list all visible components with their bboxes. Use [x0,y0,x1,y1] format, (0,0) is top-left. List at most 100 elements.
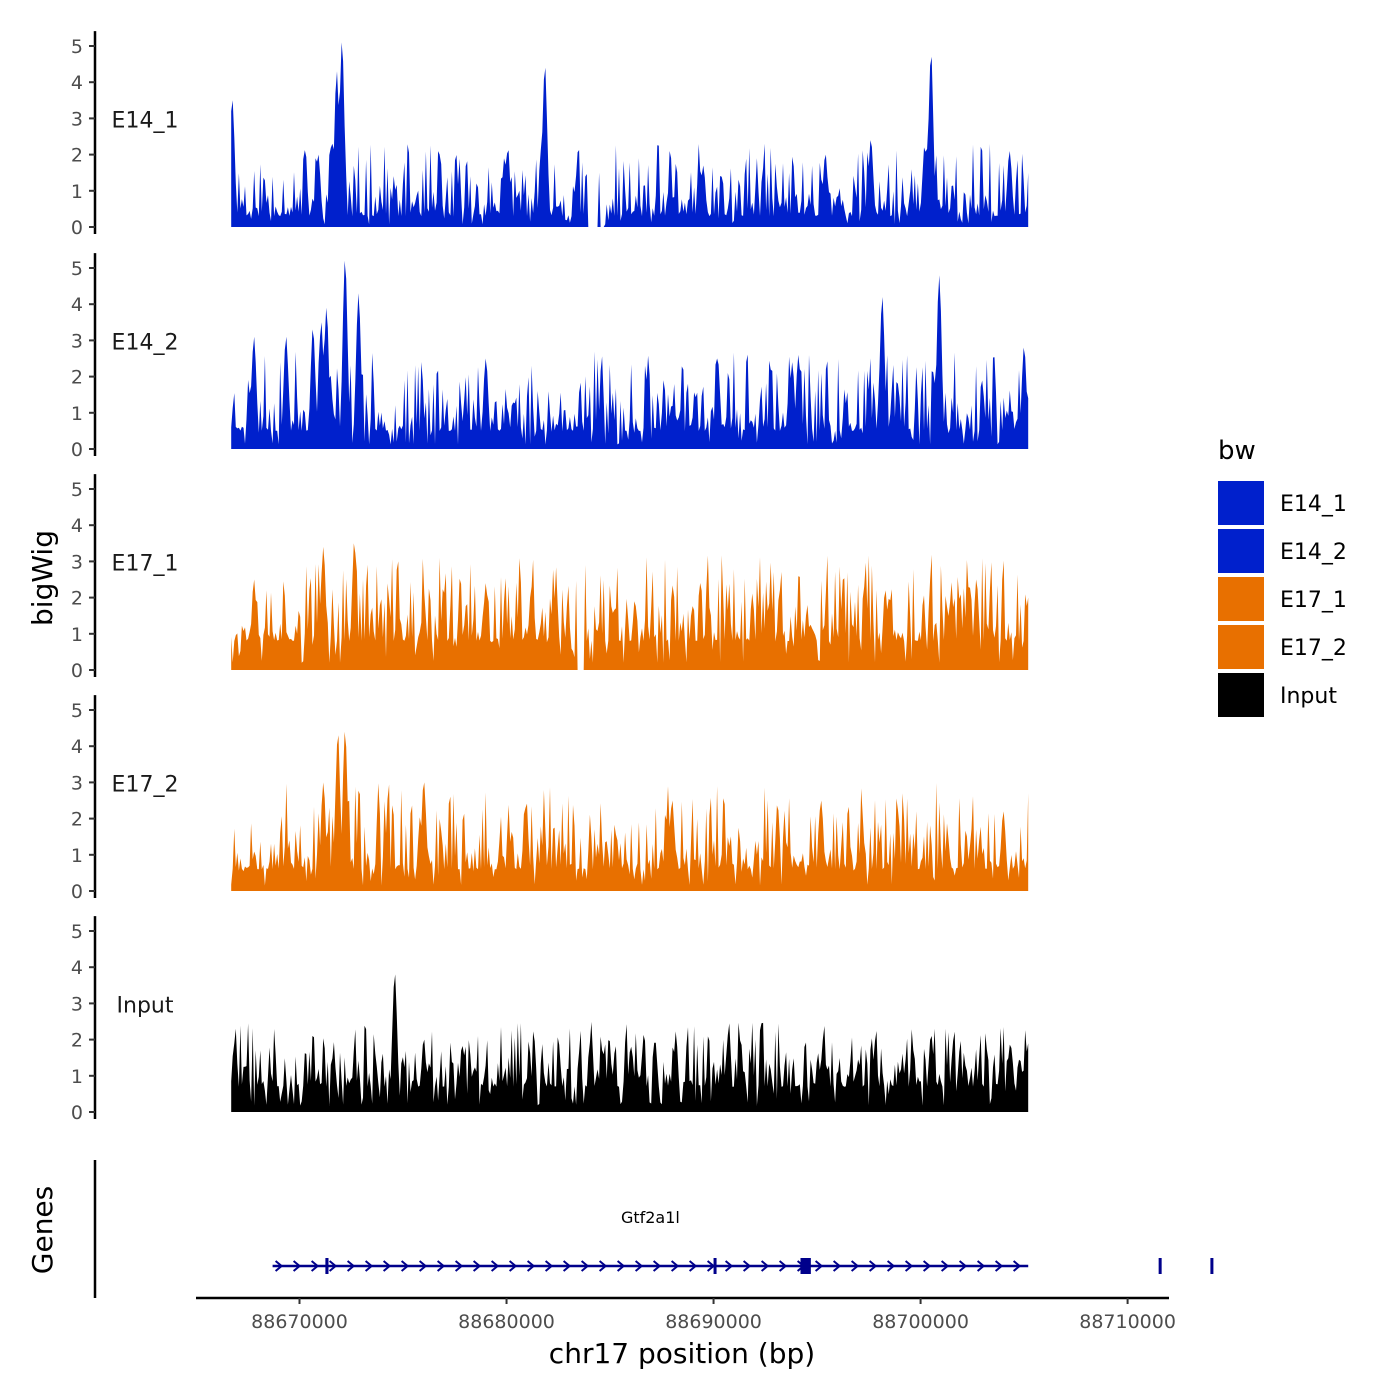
y-tick-label: 0 [71,439,83,461]
y-tick-label: 5 [71,921,83,943]
x-tick-label: 88670000 [251,1311,348,1333]
strand-arrow-icon [850,1260,860,1272]
x-tick-label: 88680000 [458,1311,555,1333]
y-tick-label: 0 [71,881,83,903]
strand-arrow-icon [436,1260,446,1272]
legend-label: E14_2 [1280,540,1347,565]
strand-arrow-icon [490,1260,500,1272]
y-axis-title: bigWig [26,530,59,626]
y-tick-label: 1 [71,1066,83,1088]
legend-swatch [1218,481,1264,525]
y-tick-label: 5 [71,479,83,501]
legend-swatch [1218,673,1264,717]
strand-arrow-icon [940,1260,950,1272]
track-e17-2: 0 1 2 3 4 5 E17_2 [71,695,1029,903]
track-label: E17_1 [112,551,179,576]
y-tick-label: 3 [71,772,83,794]
track-label: Input [117,993,174,1018]
strand-arrow-icon [364,1260,374,1272]
strand-arrow-icon [976,1260,986,1272]
exon [800,1258,811,1274]
x-axis: 88670000 88680000 88690000 88700000 88710000 [196,1296,1176,1333]
y-tick-label: 2 [71,809,83,831]
y-tick-label: 4 [71,736,83,758]
coverage-area [231,731,1029,891]
y-tick-label: 0 [71,217,83,239]
y-tick-label: 1 [71,845,83,867]
track-label: E17_2 [112,772,179,797]
y-tick-label: 2 [71,145,83,167]
strand-arrow-icon [814,1260,824,1272]
strand-arrow-icon [472,1260,482,1272]
strand-arrow-icon [598,1260,608,1272]
track-e14-2: 0 1 2 3 4 5 E14_2 [71,253,1029,461]
track-e17-1: 0 1 2 3 4 5 E17_1 [71,474,1029,682]
legend-label: E14_1 [1280,492,1347,517]
strand-arrow-icon [634,1260,644,1272]
x-tick-label: 88710000 [1079,1311,1176,1333]
strand-arrow-icon [310,1260,320,1272]
y-tick-label: 5 [71,700,83,722]
y-tick-label: 4 [71,72,83,94]
legend-swatch [1218,577,1264,621]
legend-swatch [1218,529,1264,573]
y-tick-label: 4 [71,294,83,316]
strand-arrow-icon [400,1260,410,1272]
legend: bw E14_1 E14_2 E17_1 E17_2 Input [1218,436,1347,717]
y-tick-label: 0 [71,1102,83,1124]
exon [325,1258,329,1274]
x-tick-label: 88690000 [665,1311,762,1333]
y-tick-label: 4 [71,515,83,537]
strand-arrow-icon [346,1260,356,1272]
strand-arrow-icon [1012,1260,1022,1272]
strand-arrow-icon [958,1260,968,1272]
genes-track: Genes Gtf2a1l [26,1160,1214,1298]
strand-arrow-icon [562,1260,572,1272]
x-axis-title: chr17 position (bp) [549,1337,815,1370]
exon [1210,1258,1214,1274]
exon [1158,1258,1162,1274]
y-tick-label: 3 [71,108,83,130]
strand-arrow-icon [742,1260,752,1272]
legend-label: E17_1 [1280,588,1347,613]
strand-arrow-icon [832,1260,842,1272]
coverage-area [231,974,1029,1112]
y-tick-label: 3 [71,551,83,573]
y-tick-label: 0 [71,660,83,682]
coverage-area [231,543,1029,670]
y-tick-label: 2 [71,367,83,389]
strand-arrow-icon [688,1260,698,1272]
gene-gtf2a1l: Gtf2a1l [272,1208,1214,1274]
y-tick-label: 3 [71,993,83,1015]
y-tick-label: 1 [71,403,83,425]
strand-arrow-icon [922,1260,932,1272]
track-e14-1: 0 1 2 3 4 5 E14_1 [71,31,1029,239]
track-label: E14_1 [112,108,179,133]
y-tick-label: 2 [71,588,83,610]
track-input: 0 1 2 3 4 5 Input [71,916,1029,1124]
y-tick-label: 5 [71,258,83,280]
strand-arrow-icon [670,1260,680,1272]
legend-swatch [1218,625,1264,669]
legend-title: bw [1218,436,1256,466]
strand-arrow-icon [868,1260,878,1272]
strand-arrow-icon [652,1260,662,1272]
strand-arrow-icon [526,1260,536,1272]
strand-arrow-icon [616,1260,626,1272]
strand-arrow-icon [544,1260,554,1272]
coverage-area [231,260,1029,449]
gene-name-label: Gtf2a1l [621,1208,680,1227]
strand-arrow-icon [274,1260,284,1272]
strand-arrow-icon [778,1260,788,1272]
strand-arrow-icon [418,1260,428,1272]
exon [713,1258,717,1274]
strand-arrow-icon [724,1260,734,1272]
strand-arrow-icon [328,1260,338,1272]
coverage-area [231,42,1029,228]
strand-arrow-icon [508,1260,518,1272]
strand-arrow-icon [580,1260,590,1272]
strand-arrow-icon [994,1260,1004,1272]
track-label: E14_2 [112,330,179,355]
genes-track-title: Genes [26,1186,59,1274]
